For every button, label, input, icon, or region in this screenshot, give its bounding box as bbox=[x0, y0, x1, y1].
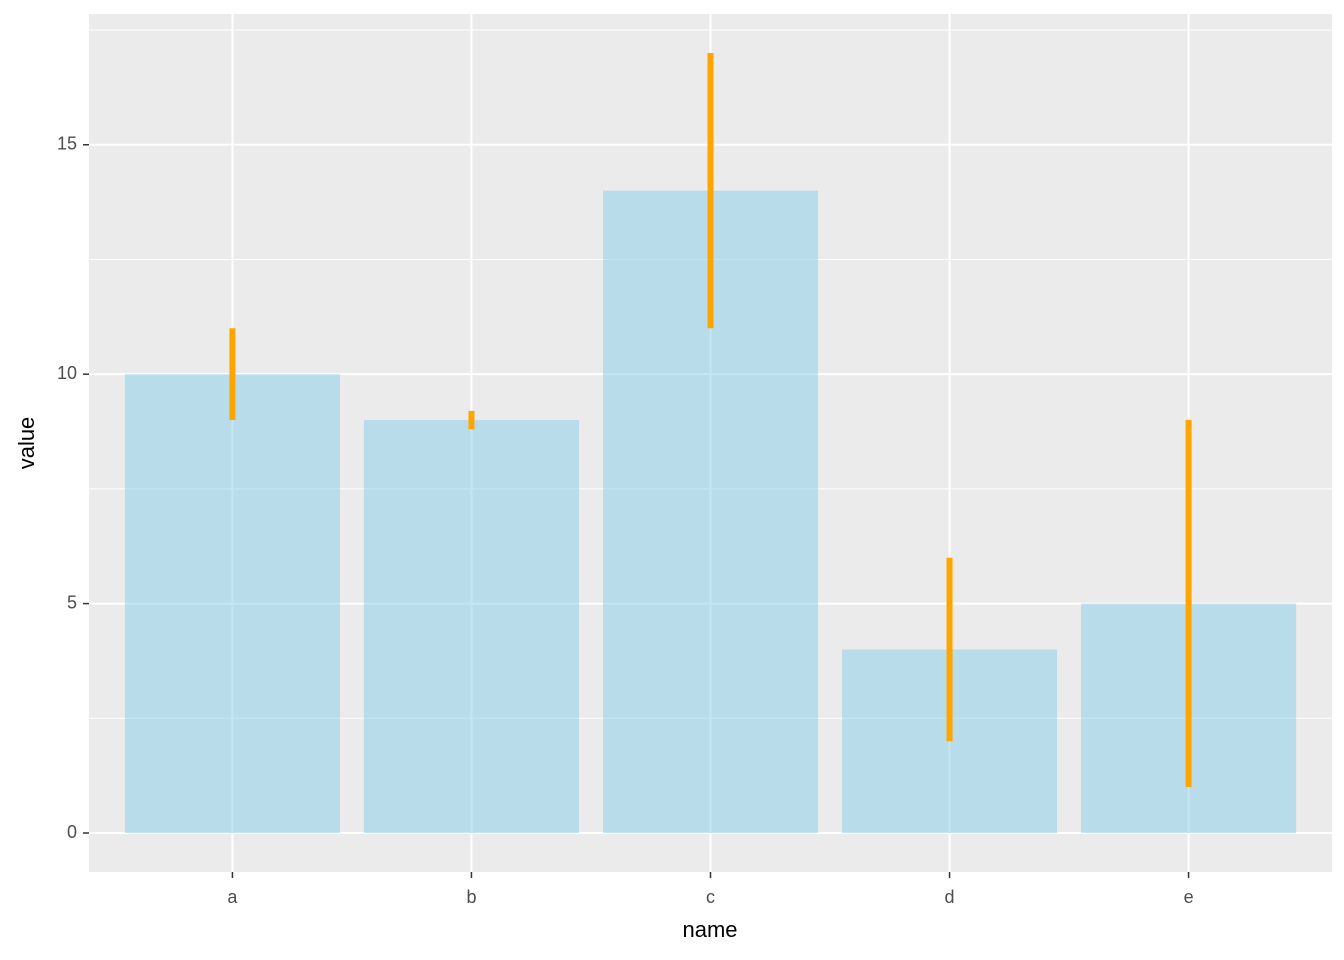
x-tick-label: a bbox=[227, 887, 238, 907]
x-tick-label: b bbox=[466, 887, 476, 907]
y-tick-label: 0 bbox=[67, 822, 77, 842]
bar bbox=[124, 374, 340, 833]
x-tick-label: d bbox=[945, 887, 955, 907]
y-tick-label: 15 bbox=[57, 134, 77, 154]
x-tick-label: c bbox=[706, 887, 715, 907]
x-tick-label: e bbox=[1184, 887, 1194, 907]
y-tick-label: 5 bbox=[67, 592, 77, 612]
bar bbox=[363, 420, 580, 833]
y-axis-title: value bbox=[14, 417, 39, 470]
y-tick-label: 10 bbox=[57, 363, 77, 383]
x-axis-title: name bbox=[682, 917, 737, 942]
